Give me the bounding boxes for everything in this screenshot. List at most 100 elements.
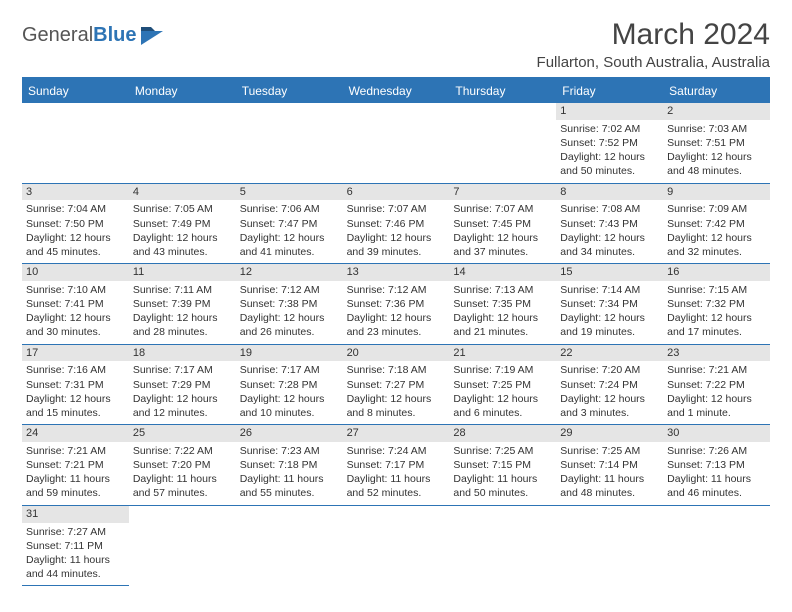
sunrise-line: Sunrise: 7:25 AM bbox=[560, 444, 659, 458]
day-number: 29 bbox=[556, 425, 663, 442]
sunrise-line: Sunrise: 7:19 AM bbox=[453, 363, 552, 377]
calendar-cell: 22Sunrise: 7:20 AMSunset: 7:24 PMDayligh… bbox=[556, 345, 663, 426]
calendar-cell: 10Sunrise: 7:10 AMSunset: 7:41 PMDayligh… bbox=[22, 264, 129, 345]
daylight-line: Daylight: 12 hours and 15 minutes. bbox=[26, 392, 125, 420]
header-row: GeneralBlue March 2024 Fullarton, South … bbox=[22, 18, 770, 71]
sunrise-line: Sunrise: 7:17 AM bbox=[133, 363, 232, 377]
sunset-line: Sunset: 7:49 PM bbox=[133, 217, 232, 231]
daylight-line: Daylight: 12 hours and 23 minutes. bbox=[347, 311, 446, 339]
sunset-line: Sunset: 7:15 PM bbox=[453, 458, 552, 472]
day-number: 2 bbox=[663, 103, 770, 120]
sunset-line: Sunset: 7:31 PM bbox=[26, 378, 125, 392]
calendar-cell: 8Sunrise: 7:08 AMSunset: 7:43 PMDaylight… bbox=[556, 184, 663, 265]
calendar-cell: 26 Sunrise: 7:23 AMSunset: 7:18 PMDayligh… bbox=[236, 425, 343, 506]
day-number: 17 bbox=[22, 345, 129, 362]
daylight-line: Daylight: 11 hours and 55 minutes. bbox=[240, 472, 339, 500]
sunset-line: Sunset: 7:46 PM bbox=[347, 217, 446, 231]
calendar-cell: 15Sunrise: 7:14 AMSunset: 7:34 PMDayligh… bbox=[556, 264, 663, 345]
calendar-cell: 3Sunrise: 7:04 AMSunset: 7:50 PMDaylight… bbox=[22, 184, 129, 265]
sunrise-line: Sunrise: 7:06 AM bbox=[240, 202, 339, 216]
day-number: 3 bbox=[22, 184, 129, 201]
calendar-cell: 16Sunrise: 7:15 AMSunset: 7:32 PMDayligh… bbox=[663, 264, 770, 345]
dayname-header: Wednesday bbox=[343, 79, 450, 103]
day-number: 26 bbox=[236, 425, 343, 442]
sunrise-line: Sunrise: 7:21 AM bbox=[667, 363, 766, 377]
sunrise-line: Sunrise: 7:13 AM bbox=[453, 283, 552, 297]
sunset-line: Sunset: 7:39 PM bbox=[133, 297, 232, 311]
sunrise-line: Sunrise: 7:14 AM bbox=[560, 283, 659, 297]
logo-word-blue: Blue bbox=[93, 24, 136, 46]
sunset-line: Sunset: 7:14 PM bbox=[560, 458, 659, 472]
day-number: 28 bbox=[449, 425, 556, 442]
daylight-line: Daylight: 12 hours and 48 minutes. bbox=[667, 150, 766, 178]
sunrise-line: Sunrise: 7:25 AM bbox=[453, 444, 552, 458]
daylight-line: Daylight: 11 hours and 52 minutes. bbox=[347, 472, 446, 500]
calendar-cell: 14Sunrise: 7:13 AMSunset: 7:35 PMDayligh… bbox=[449, 264, 556, 345]
sunrise-line: Sunrise: 7:21 AM bbox=[26, 444, 125, 458]
daylight-line: Daylight: 12 hours and 8 minutes. bbox=[347, 392, 446, 420]
sunrise-line: Sunrise: 7:20 AM bbox=[560, 363, 659, 377]
page-subtitle: Fullarton, South Australia, Australia bbox=[537, 54, 770, 71]
calendar-cell: 9Sunrise: 7:09 AMSunset: 7:42 PMDaylight… bbox=[663, 184, 770, 265]
sunset-line: Sunset: 7:52 PM bbox=[560, 136, 659, 150]
sunset-line: Sunset: 7:51 PM bbox=[667, 136, 766, 150]
sunset-line: Sunset: 7:38 PM bbox=[240, 297, 339, 311]
daylight-line: Daylight: 12 hours and 26 minutes. bbox=[240, 311, 339, 339]
sunset-line: Sunset: 7:22 PM bbox=[667, 378, 766, 392]
daylight-line: Daylight: 11 hours and 46 minutes. bbox=[667, 472, 766, 500]
day-number: 11 bbox=[129, 264, 236, 281]
sunrise-line: Sunrise: 7:26 AM bbox=[667, 444, 766, 458]
day-number: 16 bbox=[663, 264, 770, 281]
day-number: 23 bbox=[663, 345, 770, 362]
dayname-header: Thursday bbox=[449, 79, 556, 103]
sunrise-line: Sunrise: 7:02 AM bbox=[560, 122, 659, 136]
calendar-cell: 6Sunrise: 7:07 AMSunset: 7:46 PMDaylight… bbox=[343, 184, 450, 265]
logo: GeneralBlue bbox=[22, 18, 167, 47]
calendar-cell: 24Sunrise: 7:21 AMSunset: 7:21 PMDayligh… bbox=[22, 425, 129, 506]
sunset-line: Sunset: 7:13 PM bbox=[667, 458, 766, 472]
dayname-header: Monday bbox=[129, 79, 236, 103]
calendar-cell-blank bbox=[449, 103, 556, 184]
day-number: 10 bbox=[22, 264, 129, 281]
daylight-line: Daylight: 12 hours and 21 minutes. bbox=[453, 311, 552, 339]
daylight-line: Daylight: 12 hours and 30 minutes. bbox=[26, 311, 125, 339]
calendar-cell: 12Sunrise: 7:12 AMSunset: 7:38 PMDayligh… bbox=[236, 264, 343, 345]
daylight-line: Daylight: 12 hours and 45 minutes. bbox=[26, 231, 125, 259]
sunset-line: Sunset: 7:11 PM bbox=[26, 539, 125, 553]
day-number: 27 bbox=[343, 425, 450, 442]
calendar-grid: SundayMondayTuesdayWednesdayThursdayFrid… bbox=[22, 79, 770, 586]
day-number: 6 bbox=[343, 184, 450, 201]
page-title: March 2024 bbox=[537, 18, 770, 52]
calendar-cell: 21Sunrise: 7:19 AMSunset: 7:25 PMDayligh… bbox=[449, 345, 556, 426]
day-number: 20 bbox=[343, 345, 450, 362]
daylight-line: Daylight: 12 hours and 28 minutes. bbox=[133, 311, 232, 339]
calendar-cell: 4Sunrise: 7:05 AMSunset: 7:49 PMDaylight… bbox=[129, 184, 236, 265]
calendar-cell: 20Sunrise: 7:18 AMSunset: 7:27 PMDayligh… bbox=[343, 345, 450, 426]
calendar-cell: 1Sunrise: 7:02 AMSunset: 7:52 PMDaylight… bbox=[556, 103, 663, 184]
daylight-line: Daylight: 12 hours and 1 minute. bbox=[667, 392, 766, 420]
daylight-line: Daylight: 12 hours and 17 minutes. bbox=[667, 311, 766, 339]
calendar-cell: 5Sunrise: 7:06 AMSunset: 7:47 PMDaylight… bbox=[236, 184, 343, 265]
daylight-line: Daylight: 12 hours and 10 minutes. bbox=[240, 392, 339, 420]
day-number: 12 bbox=[236, 264, 343, 281]
sunset-line: Sunset: 7:43 PM bbox=[560, 217, 659, 231]
day-number: 13 bbox=[343, 264, 450, 281]
daylight-line: Daylight: 12 hours and 12 minutes. bbox=[133, 392, 232, 420]
sunset-line: Sunset: 7:20 PM bbox=[133, 458, 232, 472]
sunrise-line: Sunrise: 7:07 AM bbox=[453, 202, 552, 216]
calendar-cell: 30Sunrise: 7:26 AMSunset: 7:13 PMDayligh… bbox=[663, 425, 770, 506]
day-number: 19 bbox=[236, 345, 343, 362]
sunset-line: Sunset: 7:32 PM bbox=[667, 297, 766, 311]
sunrise-line: Sunrise: 7:18 AM bbox=[347, 363, 446, 377]
calendar-cell: 17Sunrise: 7:16 AMSunset: 7:31 PMDayligh… bbox=[22, 345, 129, 426]
day-number: 15 bbox=[556, 264, 663, 281]
sunrise-line: Sunrise: 7:23 AM bbox=[240, 444, 339, 458]
calendar-cell: 23Sunrise: 7:21 AMSunset: 7:22 PMDayligh… bbox=[663, 345, 770, 426]
sunset-line: Sunset: 7:18 PM bbox=[240, 458, 339, 472]
sunrise-line: Sunrise: 7:22 AM bbox=[133, 444, 232, 458]
sunrise-line: Sunrise: 7:12 AM bbox=[347, 283, 446, 297]
sunset-line: Sunset: 7:41 PM bbox=[26, 297, 125, 311]
sunset-line: Sunset: 7:34 PM bbox=[560, 297, 659, 311]
sunset-line: Sunset: 7:36 PM bbox=[347, 297, 446, 311]
sunset-line: Sunset: 7:47 PM bbox=[240, 217, 339, 231]
